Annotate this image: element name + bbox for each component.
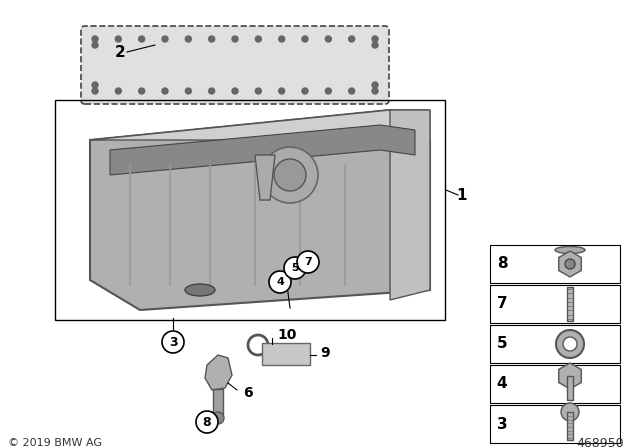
Circle shape	[278, 36, 285, 42]
Text: 1: 1	[457, 188, 467, 202]
Circle shape	[92, 42, 98, 48]
Circle shape	[209, 88, 214, 94]
Text: 4: 4	[497, 376, 508, 392]
Polygon shape	[390, 110, 430, 300]
Text: 7: 7	[304, 257, 312, 267]
Bar	[490, 365, 620, 403]
Circle shape	[349, 36, 355, 42]
Bar	[490, 245, 620, 283]
Polygon shape	[559, 251, 581, 277]
Circle shape	[162, 88, 168, 94]
Bar	[490, 405, 620, 443]
Circle shape	[278, 88, 285, 94]
Circle shape	[297, 251, 319, 273]
Circle shape	[139, 36, 145, 42]
Circle shape	[565, 259, 575, 269]
Circle shape	[139, 88, 145, 94]
Circle shape	[302, 36, 308, 42]
Circle shape	[262, 147, 318, 203]
Circle shape	[349, 88, 355, 94]
Circle shape	[255, 36, 261, 42]
Text: 3: 3	[497, 417, 508, 431]
Circle shape	[372, 42, 378, 48]
Polygon shape	[90, 110, 430, 310]
Circle shape	[372, 36, 378, 42]
Circle shape	[302, 88, 308, 94]
Text: 4: 4	[276, 277, 284, 287]
Text: 7: 7	[497, 297, 508, 311]
Circle shape	[92, 82, 98, 88]
Bar	[490, 285, 620, 323]
Polygon shape	[205, 355, 232, 390]
FancyBboxPatch shape	[81, 26, 389, 104]
Text: 3: 3	[169, 336, 177, 349]
Text: 10: 10	[277, 328, 297, 342]
Circle shape	[92, 36, 98, 42]
Bar	[55, 100, 445, 320]
Bar	[567, 376, 573, 400]
Text: 6: 6	[243, 386, 253, 400]
Bar	[490, 325, 620, 363]
Circle shape	[196, 411, 218, 433]
Bar	[213, 389, 223, 415]
Text: 9: 9	[320, 346, 330, 360]
Bar	[262, 343, 310, 365]
Circle shape	[269, 271, 291, 293]
Circle shape	[325, 88, 332, 94]
Circle shape	[92, 88, 98, 94]
Bar	[567, 287, 573, 321]
Text: © 2019 BMW AG: © 2019 BMW AG	[8, 438, 102, 448]
Circle shape	[162, 331, 184, 353]
Circle shape	[325, 36, 332, 42]
Circle shape	[563, 337, 577, 351]
Circle shape	[232, 36, 238, 42]
Text: 5: 5	[291, 263, 299, 273]
Text: 468950: 468950	[576, 436, 624, 448]
Polygon shape	[110, 125, 415, 175]
Circle shape	[209, 36, 214, 42]
Circle shape	[212, 412, 224, 424]
Text: 5: 5	[497, 336, 508, 352]
Circle shape	[284, 257, 306, 279]
Polygon shape	[255, 155, 275, 200]
Polygon shape	[559, 363, 581, 389]
Bar	[567, 412, 573, 440]
Circle shape	[556, 330, 584, 358]
Circle shape	[162, 36, 168, 42]
Circle shape	[186, 36, 191, 42]
Polygon shape	[90, 110, 430, 140]
Text: 2: 2	[115, 44, 125, 60]
Circle shape	[274, 159, 306, 191]
Circle shape	[255, 88, 261, 94]
Circle shape	[372, 88, 378, 94]
Circle shape	[115, 88, 122, 94]
Circle shape	[372, 82, 378, 88]
Ellipse shape	[555, 246, 585, 254]
Circle shape	[232, 88, 238, 94]
Circle shape	[186, 88, 191, 94]
Text: 8: 8	[203, 415, 211, 428]
Circle shape	[561, 403, 579, 421]
Circle shape	[115, 36, 122, 42]
Text: 8: 8	[497, 257, 508, 271]
Ellipse shape	[185, 284, 215, 296]
